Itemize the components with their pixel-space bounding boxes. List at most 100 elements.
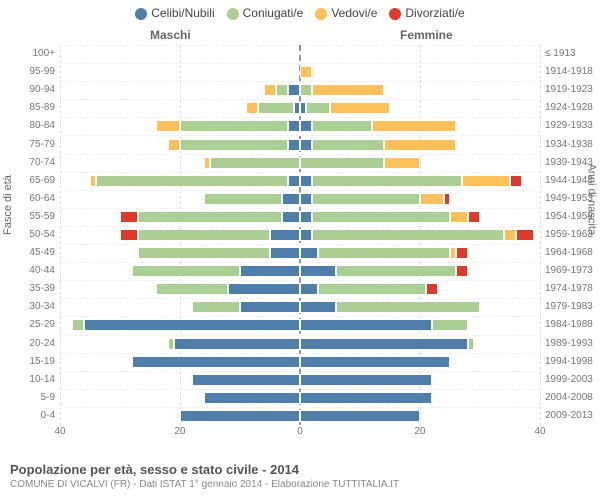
- gridline-h: [60, 316, 540, 317]
- legend-swatch: [389, 8, 401, 20]
- pyramid-row: [60, 102, 540, 114]
- legend-label: Divorziati/e: [405, 6, 464, 20]
- legend: Celibi/NubiliConiugati/eVedovi/eDivorzia…: [0, 6, 600, 20]
- bar-segment: [300, 175, 312, 187]
- y-right-tick-label: 1949-1953: [545, 193, 600, 204]
- x-tick-label: 40: [54, 426, 65, 437]
- bar-segment: [468, 338, 474, 350]
- bar-segment: [288, 175, 300, 187]
- x-tick-label: 40: [534, 426, 545, 437]
- bar-segment: [318, 283, 426, 295]
- bar-segment: [516, 229, 534, 241]
- bar-segment: [282, 211, 300, 223]
- bar-segment: [180, 120, 288, 132]
- legend-label: Coniugati/e: [243, 6, 304, 20]
- bar-segment: [180, 139, 288, 151]
- bar-segment: [180, 410, 300, 422]
- bar-segment: [156, 283, 228, 295]
- pyramid-row: [60, 374, 540, 386]
- bar-segment: [312, 175, 462, 187]
- bar-segment: [276, 84, 288, 96]
- x-tick-label: 0: [297, 426, 303, 437]
- y-left-tick-label: 80-84: [0, 120, 55, 131]
- y-left-tick-label: 35-39: [0, 283, 55, 294]
- bar-segment: [72, 319, 84, 331]
- pyramid-row: [60, 247, 540, 259]
- bar-segment: [204, 392, 300, 404]
- legend-item: Vedovi/e: [315, 6, 377, 20]
- bar-segment: [426, 283, 438, 295]
- y-right-tick-label: 1959-1963: [545, 229, 600, 240]
- gridline-h: [60, 371, 540, 372]
- bar-segment: [300, 157, 384, 169]
- legend-swatch: [227, 8, 239, 20]
- gridline-h: [60, 280, 540, 281]
- y-left-tick-label: 20-24: [0, 338, 55, 349]
- bar-segment: [420, 193, 444, 205]
- legend-item: Divorziati/e: [389, 6, 464, 20]
- y-right-tick-label: 1939-1943: [545, 157, 600, 168]
- y-left-tick-label: 30-34: [0, 301, 55, 312]
- legend-swatch: [135, 8, 147, 20]
- y-left-tick-label: 5-9: [0, 392, 55, 403]
- plot-area: [60, 45, 540, 425]
- bar-segment: [138, 229, 270, 241]
- footer-title: Popolazione per età, sesso e stato civil…: [10, 462, 399, 477]
- pyramid-row: [60, 283, 540, 295]
- pyramid-row: [60, 265, 540, 277]
- bar-segment: [468, 211, 480, 223]
- bar-segment: [300, 66, 312, 78]
- y-left-tick-label: 100+: [0, 48, 55, 59]
- bar-segment: [318, 247, 450, 259]
- bar-segment: [288, 139, 300, 151]
- bar-segment: [312, 139, 384, 151]
- bar-segment: [84, 319, 300, 331]
- y-right-tick-label: 1954-1958: [545, 211, 600, 222]
- y-right-tick-label: 1924-1928: [545, 102, 600, 113]
- bar-segment: [204, 157, 210, 169]
- bar-segment: [450, 211, 468, 223]
- legend-label: Vedovi/e: [331, 6, 377, 20]
- y-left-tick-label: 95-99: [0, 66, 55, 77]
- bar-segment: [300, 193, 312, 205]
- y-right-tick-label: 1999-2003: [545, 374, 600, 385]
- bar-segment: [456, 265, 468, 277]
- bar-segment: [312, 211, 450, 223]
- gridline-h: [60, 262, 540, 263]
- bar-segment: [240, 301, 300, 313]
- bar-segment: [432, 319, 468, 331]
- gridline-h: [60, 154, 540, 155]
- y-left-tick-label: 65-69: [0, 175, 55, 186]
- bar-segment: [300, 392, 432, 404]
- legend-item: Coniugati/e: [227, 6, 304, 20]
- bar-segment: [330, 102, 390, 114]
- pyramid-row: [60, 120, 540, 132]
- bar-segment: [90, 175, 96, 187]
- bar-segment: [300, 283, 318, 295]
- gridline-h: [60, 99, 540, 100]
- bar-segment: [306, 102, 330, 114]
- y-right-tick-label: 1994-1998: [545, 356, 600, 367]
- y-left-tick-label: 60-64: [0, 193, 55, 204]
- bar-segment: [120, 229, 138, 241]
- y-right-tick-label: 1919-1923: [545, 84, 600, 95]
- bar-segment: [336, 301, 480, 313]
- bar-segment: [312, 120, 372, 132]
- bar-segment: [300, 84, 312, 96]
- pyramid-row: [60, 229, 540, 241]
- bar-segment: [204, 193, 282, 205]
- bar-segment: [300, 229, 312, 241]
- pyramid-row: [60, 319, 540, 331]
- bar-segment: [300, 319, 432, 331]
- y-left-tick-label: 45-49: [0, 247, 55, 258]
- y-left-tick-label: 10-14: [0, 374, 55, 385]
- bar-segment: [504, 229, 516, 241]
- pyramid-row: [60, 392, 540, 404]
- bar-segment: [132, 356, 300, 368]
- footer-subtitle: COMUNE DI VICALVI (FR) - Dati ISTAT 1° g…: [10, 479, 399, 490]
- bar-segment: [96, 175, 288, 187]
- bar-segment: [192, 301, 240, 313]
- pyramid-row: [60, 66, 540, 78]
- bar-segment: [444, 193, 450, 205]
- gridline-h: [60, 407, 540, 408]
